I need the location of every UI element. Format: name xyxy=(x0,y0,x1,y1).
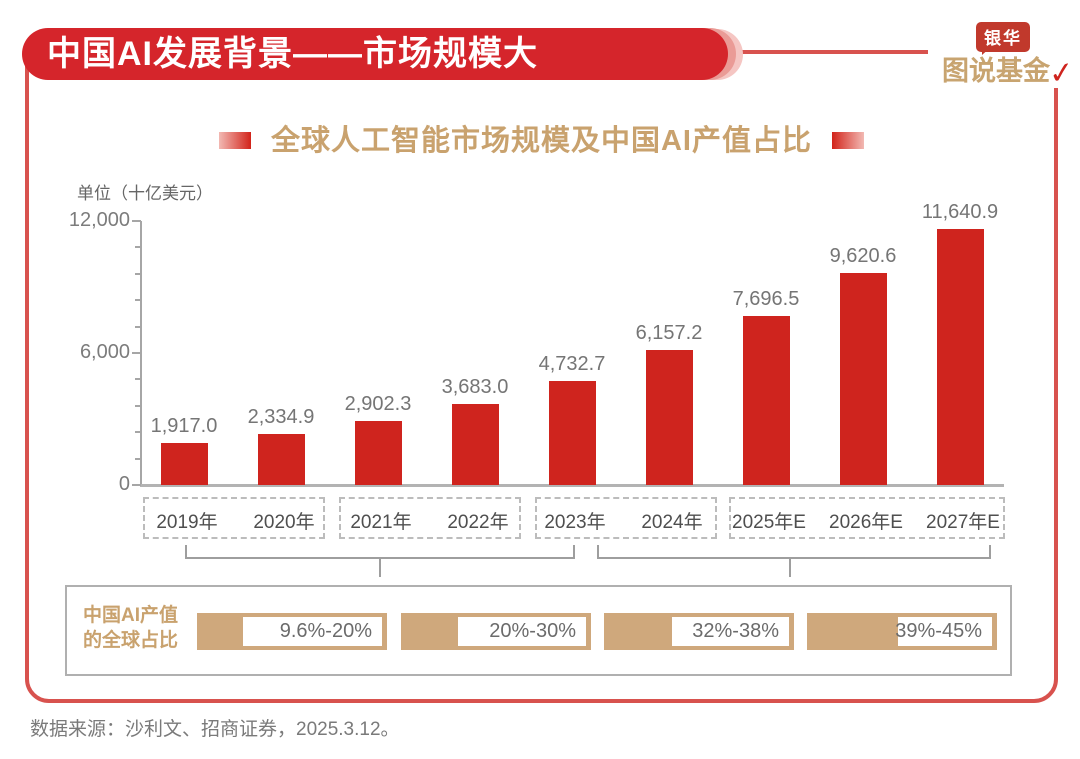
title-accent-right-icon xyxy=(832,131,864,149)
bar-2020年 xyxy=(257,434,305,485)
category-group-box xyxy=(729,497,1005,539)
x-tick-label: 2023年 xyxy=(544,512,606,533)
data-source: 数据来源：沙利文、招商证券，2025.3.12。 xyxy=(30,719,400,740)
bar-2023年 xyxy=(548,381,596,485)
x-tick-label: 2024年 xyxy=(641,512,703,533)
y-minor-tick-mark xyxy=(135,431,141,434)
bar-2027年E xyxy=(936,229,984,485)
axis-unit-label: 单位（十亿美元） xyxy=(77,184,213,203)
bar-value-label: 1,917.0 xyxy=(150,415,218,437)
category-group-box xyxy=(143,497,325,539)
bar-value-label: 2,902.3 xyxy=(344,393,412,415)
bar-2024年 xyxy=(645,350,693,485)
group-bracket-left xyxy=(185,545,575,559)
y-minor-tick-mark xyxy=(135,299,141,302)
share-capsule: 32%-38% xyxy=(604,613,794,650)
bar-value-label: 3,683.0 xyxy=(441,376,509,398)
page-title: 中国AI发展背景——市场规模大 xyxy=(22,28,728,80)
bar-value-label: 11,640.9 xyxy=(921,201,999,223)
x-tick-label: 2022年 xyxy=(447,512,509,533)
group-bracket-right-tick xyxy=(789,558,791,577)
chart-title-row: 全球人工智能市场规模及中国AI产值占比 xyxy=(25,117,1058,159)
share-label-line1: 中国AI产值 xyxy=(83,605,179,626)
y-tick-label: 0 xyxy=(118,473,130,495)
y-minor-tick-mark xyxy=(135,404,141,407)
bar-value-label: 2,334.9 xyxy=(247,406,315,428)
share-capsule: 20%-30% xyxy=(401,613,591,650)
bar-2025年E xyxy=(742,316,790,485)
share-range-value: 32%-38% xyxy=(672,617,789,646)
share-range-value: 39%-45% xyxy=(895,617,992,646)
y-axis-line xyxy=(140,221,142,486)
title-accent-left-icon xyxy=(218,131,251,149)
share-capsule: 9.6%-20% xyxy=(197,613,387,650)
y-tick-label: 6,000 xyxy=(79,341,130,363)
bar-value-label: 6,157.2 xyxy=(635,322,703,344)
x-tick-label: 2021年 xyxy=(350,512,412,533)
share-range-value: 9.6%-20% xyxy=(243,617,382,646)
chart-title: 全球人工智能市场规模及中国AI产值占比 xyxy=(270,125,812,157)
x-tick-label: 2026年E xyxy=(829,512,903,533)
y-minor-tick-mark xyxy=(135,457,141,460)
y-minor-tick-mark xyxy=(135,325,141,328)
y-tick-label: 12,000 xyxy=(68,209,130,231)
brand-badge: 银华 xyxy=(976,22,1030,52)
bar-2026年E xyxy=(839,273,887,485)
category-group-box xyxy=(535,497,717,539)
group-bracket-right xyxy=(597,545,991,559)
bar-2019年 xyxy=(160,443,208,485)
x-tick-label: 2025年E xyxy=(732,512,806,533)
brand-logo: 银华 图说基金 ✓ xyxy=(942,22,1076,91)
y-tick-mark xyxy=(132,352,141,354)
y-minor-tick-mark xyxy=(135,246,141,249)
brand-wordmark: 图说基金 xyxy=(942,56,1050,86)
bar-value-label: 7,696.5 xyxy=(732,288,800,310)
bar-value-label: 9,620.6 xyxy=(829,245,897,267)
share-label-line2: 的全球占比 xyxy=(83,630,179,651)
y-minor-tick-mark xyxy=(135,272,141,275)
bar-2022年 xyxy=(451,404,499,485)
x-tick-label: 2019年 xyxy=(156,512,218,533)
category-group-box xyxy=(339,497,521,539)
bar-value-label: 4,732.7 xyxy=(538,353,606,375)
check-icon: ✓ xyxy=(1047,55,1076,92)
group-bracket-left-tick xyxy=(379,558,381,577)
share-capsule: 39%-45% xyxy=(807,613,997,650)
bar-2021年 xyxy=(354,421,402,485)
y-tick-mark xyxy=(132,484,141,486)
x-tick-label: 2020年 xyxy=(253,512,315,533)
x-axis-line xyxy=(140,484,1004,487)
x-tick-label: 2027年E xyxy=(926,512,1000,533)
y-minor-tick-mark xyxy=(135,378,141,381)
share-section-label: 中国AI产值 的全球占比 xyxy=(83,603,178,653)
y-tick-mark xyxy=(132,220,141,222)
share-range-value: 20%-30% xyxy=(458,617,586,646)
